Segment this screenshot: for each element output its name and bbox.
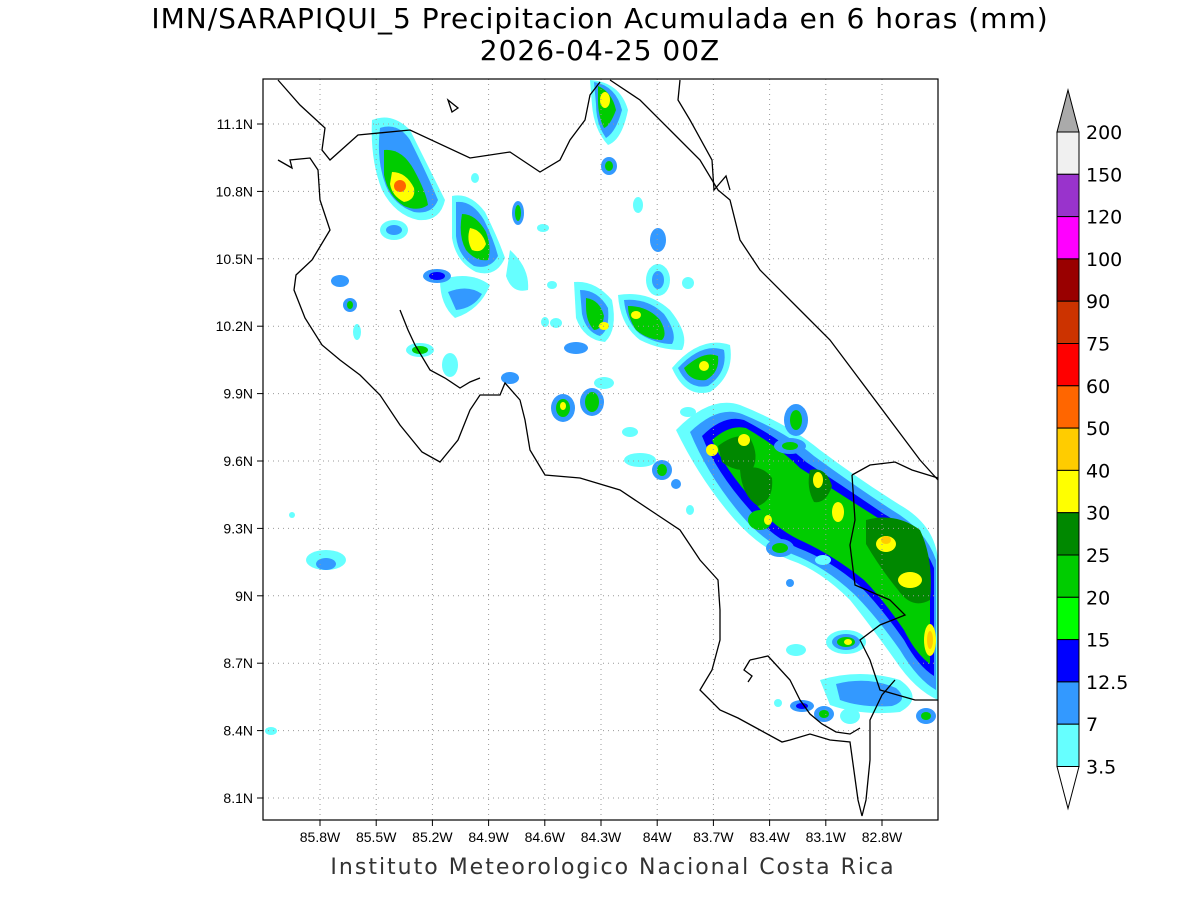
- precip-cell: [452, 195, 505, 274]
- lat-tick-label: 10.8N: [216, 183, 253, 199]
- lat-tick-label: 9.3N: [223, 520, 253, 536]
- lon-tick-label: 85.8W: [300, 829, 341, 845]
- colorbar-label: 12.5: [1086, 672, 1128, 694]
- precip-cell: [590, 80, 628, 145]
- map-axes: 85.8W 85.5W 85.2W 84.9W 84.6W 84.3W 84W 83.7W 83…: [216, 116, 903, 845]
- lat-tick-label: 8.1N: [223, 790, 253, 806]
- lat-tick-label: 8.4N: [223, 723, 253, 739]
- lat-tick-label: 10.5N: [216, 251, 253, 267]
- colorbar-swatch: [1056, 427, 1080, 471]
- colorbar-label: 150: [1086, 164, 1122, 186]
- precip-cell: [574, 281, 614, 342]
- lat-tick-label: 9.6N: [223, 453, 253, 469]
- colorbar-swatch: [1056, 216, 1080, 260]
- colorbar-label: 15: [1086, 630, 1110, 652]
- colorbar-legend: 3.5 7 12.5 15 20 25 30 40 50 60 75 90 100 120 150 200: [1056, 88, 1128, 811]
- map-footer-credit: Instituto Meteorologico Nacional Costa R…: [330, 855, 896, 880]
- map-gridlines: [263, 79, 938, 820]
- precip-cell: [826, 630, 866, 654]
- colorbar-swatch: [1056, 469, 1080, 514]
- colorbar-swatch: [1056, 596, 1080, 641]
- lon-tick-label: 83.1W: [806, 829, 847, 845]
- lat-tick-label: 9N: [235, 588, 253, 604]
- lon-tick-label: 83.7W: [693, 829, 734, 845]
- colorbar-label: 3.5: [1086, 757, 1116, 779]
- lat-tick-label: 11.1N: [217, 116, 253, 132]
- colorbar-label: 120: [1086, 207, 1122, 229]
- map-title: IMN/SARAPIQUI_5 Precipitacion Acumulada …: [151, 2, 1049, 35]
- colorbar-label: 30: [1086, 503, 1110, 525]
- colorbar-label: 200: [1086, 122, 1122, 144]
- precip-band: [672, 342, 731, 393]
- precip-cell: [551, 388, 604, 422]
- lon-tick-label: 84W: [643, 829, 673, 845]
- colorbar-swatch: [1056, 343, 1080, 387]
- coastline: [277, 79, 939, 817]
- colorbar-label: 90: [1086, 291, 1110, 313]
- colorbar-label: 40: [1086, 460, 1110, 482]
- colorbar-swatch: [1056, 173, 1080, 218]
- colorbar-lower-arrow: [1056, 766, 1080, 811]
- colorbar-swatch: [1056, 258, 1080, 302]
- colorbar-label: 20: [1086, 587, 1110, 609]
- lon-tick-label: 83.4W: [749, 829, 790, 845]
- map-datetime: 2026-04-25 00Z: [479, 34, 721, 67]
- colorbar-swatch: [1056, 131, 1080, 175]
- colorbar-swatch: [1056, 512, 1080, 556]
- precip-band: [676, 402, 938, 700]
- colorbar-swatch: [1056, 681, 1080, 725]
- colorbar-swatch: [1056, 300, 1080, 345]
- lon-tick-label: 82.8W: [862, 829, 903, 845]
- lat-tick-label: 10.2N: [216, 318, 253, 334]
- colorbar-swatch: [1056, 639, 1080, 683]
- colorbar-swatch: [1056, 554, 1080, 598]
- lon-tick-label: 85.5W: [356, 829, 397, 845]
- colorbar-upper-arrow: [1056, 88, 1080, 133]
- colorbar-label: 75: [1086, 334, 1110, 356]
- lon-tick-label: 85.2W: [412, 829, 453, 845]
- colorbar-label: 100: [1086, 249, 1122, 271]
- colorbar-label: 50: [1086, 418, 1110, 440]
- colorbar-swatch: [1056, 385, 1080, 429]
- precipitation-layer: [265, 80, 938, 735]
- lat-tick-label: 9.9N: [223, 386, 253, 402]
- colorbar-label: 25: [1086, 545, 1110, 567]
- precip-cell: [618, 294, 685, 350]
- lon-tick-label: 84.3W: [581, 829, 622, 845]
- colorbar-label: 7: [1086, 714, 1098, 736]
- lon-tick-label: 84.6W: [525, 829, 566, 845]
- colorbar-swatch: [1056, 723, 1080, 768]
- lon-tick-label: 84.9W: [468, 829, 509, 845]
- lat-tick-label: 8.7N: [223, 655, 253, 671]
- colorbar-label: 60: [1086, 376, 1110, 398]
